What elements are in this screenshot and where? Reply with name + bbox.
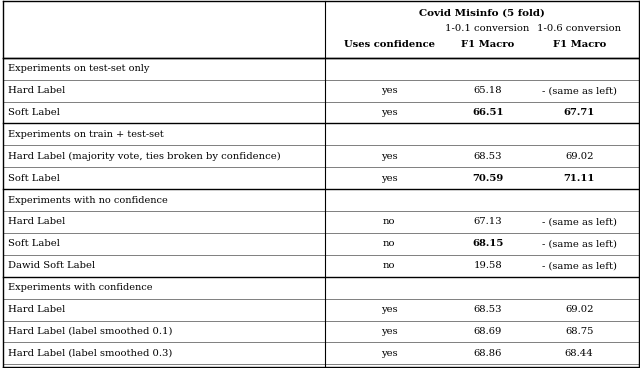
Text: no: no — [383, 261, 396, 270]
Text: 1-0.1 conversion: 1-0.1 conversion — [445, 24, 530, 33]
Text: 66.51: 66.51 — [472, 108, 504, 117]
Text: 67.71: 67.71 — [564, 108, 595, 117]
Text: Covid Misinfo (5 fold): Covid Misinfo (5 fold) — [419, 9, 545, 18]
Text: Soft Label: Soft Label — [8, 240, 60, 248]
Text: - (same as left): - (same as left) — [541, 240, 617, 248]
Text: 68.15: 68.15 — [472, 240, 504, 248]
Text: yes: yes — [381, 327, 397, 336]
Text: Dawid Soft Label: Dawid Soft Label — [8, 261, 95, 270]
Text: Uses confidence: Uses confidence — [344, 40, 435, 49]
Text: yes: yes — [381, 108, 397, 117]
Text: no: no — [383, 240, 396, 248]
Text: yes: yes — [381, 152, 397, 161]
Text: yes: yes — [381, 349, 397, 358]
Text: 1-0.6 conversion: 1-0.6 conversion — [537, 24, 621, 33]
Text: 69.02: 69.02 — [565, 152, 593, 161]
Text: Soft Label: Soft Label — [8, 108, 60, 117]
Text: yes: yes — [381, 86, 397, 95]
Text: Hard Label (majority vote, ties broken by confidence): Hard Label (majority vote, ties broken b… — [8, 152, 281, 161]
Text: Hard Label: Hard Label — [8, 305, 65, 314]
Text: 69.02: 69.02 — [565, 305, 593, 314]
Text: Experiments with no confidence: Experiments with no confidence — [8, 196, 168, 205]
Text: Hard Label (label smoothed 0.3): Hard Label (label smoothed 0.3) — [8, 349, 173, 358]
Text: Hard Label (label smoothed 0.1): Hard Label (label smoothed 0.1) — [8, 327, 173, 336]
Text: 65.18: 65.18 — [474, 86, 502, 95]
Text: 70.59: 70.59 — [472, 174, 503, 183]
Text: Experiments on train + test-set: Experiments on train + test-set — [8, 130, 164, 139]
Text: 68.69: 68.69 — [474, 327, 502, 336]
Text: Experiments with confidence: Experiments with confidence — [8, 283, 153, 292]
Text: - (same as left): - (same as left) — [541, 217, 617, 226]
Text: - (same as left): - (same as left) — [541, 261, 617, 270]
Text: Hard Label: Hard Label — [8, 217, 65, 226]
Text: Soft Label: Soft Label — [8, 174, 60, 183]
Text: 19.58: 19.58 — [474, 261, 502, 270]
Text: F1 Macro: F1 Macro — [461, 40, 515, 49]
Text: 68.53: 68.53 — [474, 152, 502, 161]
Text: 68.86: 68.86 — [474, 349, 502, 358]
Text: yes: yes — [381, 305, 397, 314]
Text: 67.13: 67.13 — [474, 217, 502, 226]
Text: 68.44: 68.44 — [565, 349, 593, 358]
Text: no: no — [383, 217, 396, 226]
Text: 71.11: 71.11 — [563, 174, 595, 183]
Text: 68.75: 68.75 — [565, 327, 593, 336]
Text: 68.53: 68.53 — [474, 305, 502, 314]
Text: yes: yes — [381, 174, 397, 183]
Text: Hard Label: Hard Label — [8, 86, 65, 95]
Text: F1 Macro: F1 Macro — [552, 40, 606, 49]
Text: - (same as left): - (same as left) — [541, 86, 617, 95]
Text: Experiments on test-set only: Experiments on test-set only — [8, 64, 150, 73]
